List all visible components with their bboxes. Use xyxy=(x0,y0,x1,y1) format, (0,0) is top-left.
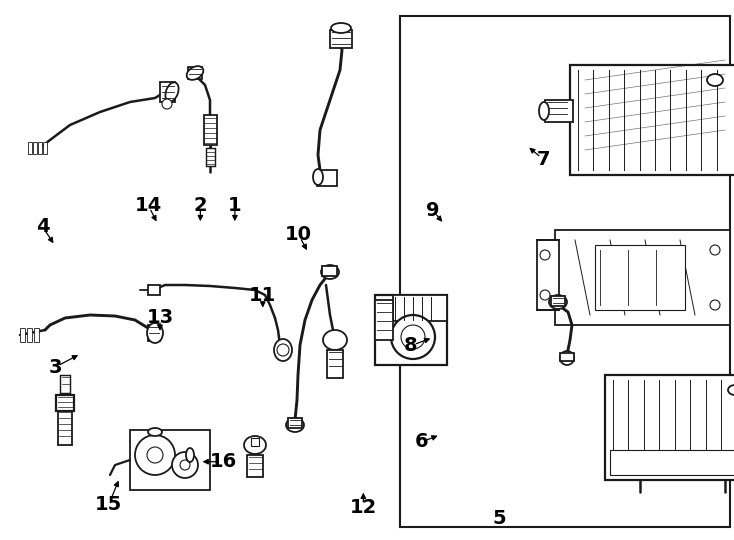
Bar xyxy=(555,230,730,325)
Ellipse shape xyxy=(539,102,549,120)
Text: 12: 12 xyxy=(349,498,377,517)
Ellipse shape xyxy=(560,351,574,365)
Bar xyxy=(204,115,217,145)
Circle shape xyxy=(710,300,720,310)
Bar xyxy=(28,142,32,154)
Ellipse shape xyxy=(321,265,339,279)
Bar xyxy=(247,455,263,477)
Ellipse shape xyxy=(244,436,266,454)
Text: 8: 8 xyxy=(404,336,418,355)
Bar xyxy=(43,142,47,154)
Text: 4: 4 xyxy=(36,217,49,237)
Bar xyxy=(605,375,734,480)
Bar xyxy=(288,418,302,428)
Bar xyxy=(375,295,447,365)
Text: 10: 10 xyxy=(286,225,312,245)
Ellipse shape xyxy=(274,339,292,361)
Bar xyxy=(560,353,574,361)
Bar xyxy=(160,82,175,102)
Circle shape xyxy=(540,290,550,300)
Circle shape xyxy=(277,344,289,356)
Circle shape xyxy=(391,315,435,359)
Circle shape xyxy=(710,245,720,255)
Bar xyxy=(545,100,573,122)
Ellipse shape xyxy=(707,74,723,86)
Bar xyxy=(327,350,343,378)
Text: 15: 15 xyxy=(95,495,123,515)
Text: 11: 11 xyxy=(249,286,277,306)
Ellipse shape xyxy=(323,330,347,350)
Bar xyxy=(60,375,70,393)
Bar xyxy=(551,296,565,306)
Circle shape xyxy=(135,435,175,475)
Bar xyxy=(58,410,72,445)
Circle shape xyxy=(172,452,198,478)
Text: 16: 16 xyxy=(210,452,238,471)
Text: 2: 2 xyxy=(194,195,207,215)
Ellipse shape xyxy=(165,83,178,102)
Bar xyxy=(595,245,685,310)
Ellipse shape xyxy=(148,428,162,436)
Bar xyxy=(330,30,352,48)
Ellipse shape xyxy=(313,169,323,185)
Bar xyxy=(130,430,210,490)
Bar xyxy=(537,240,559,310)
Bar xyxy=(206,148,215,166)
Ellipse shape xyxy=(186,448,194,462)
Bar xyxy=(375,300,393,340)
Text: 9: 9 xyxy=(426,201,440,220)
Circle shape xyxy=(180,460,190,470)
Text: 1: 1 xyxy=(228,195,241,215)
Bar xyxy=(27,328,32,342)
Text: 5: 5 xyxy=(493,509,506,528)
Ellipse shape xyxy=(147,323,163,343)
Bar xyxy=(322,266,337,276)
Ellipse shape xyxy=(549,295,567,309)
Ellipse shape xyxy=(728,385,734,395)
Text: 13: 13 xyxy=(147,308,173,327)
Text: 14: 14 xyxy=(134,195,162,215)
Bar xyxy=(148,325,160,341)
Text: 7: 7 xyxy=(537,150,550,169)
Bar xyxy=(251,438,259,446)
Bar xyxy=(400,16,730,526)
Bar xyxy=(34,328,39,342)
Ellipse shape xyxy=(331,23,351,33)
Bar xyxy=(570,65,734,175)
Bar xyxy=(317,170,337,186)
Text: 3: 3 xyxy=(48,357,62,377)
Bar xyxy=(56,395,74,411)
Text: 6: 6 xyxy=(415,432,429,451)
Bar xyxy=(148,285,160,295)
Ellipse shape xyxy=(286,418,304,432)
Bar xyxy=(38,142,42,154)
Circle shape xyxy=(540,250,550,260)
Bar xyxy=(393,295,447,321)
Ellipse shape xyxy=(186,66,203,80)
Circle shape xyxy=(147,447,163,463)
Circle shape xyxy=(162,99,172,109)
Bar xyxy=(610,450,734,475)
Bar xyxy=(20,328,25,342)
Circle shape xyxy=(401,325,425,349)
Bar xyxy=(33,142,37,154)
Bar xyxy=(188,67,202,79)
